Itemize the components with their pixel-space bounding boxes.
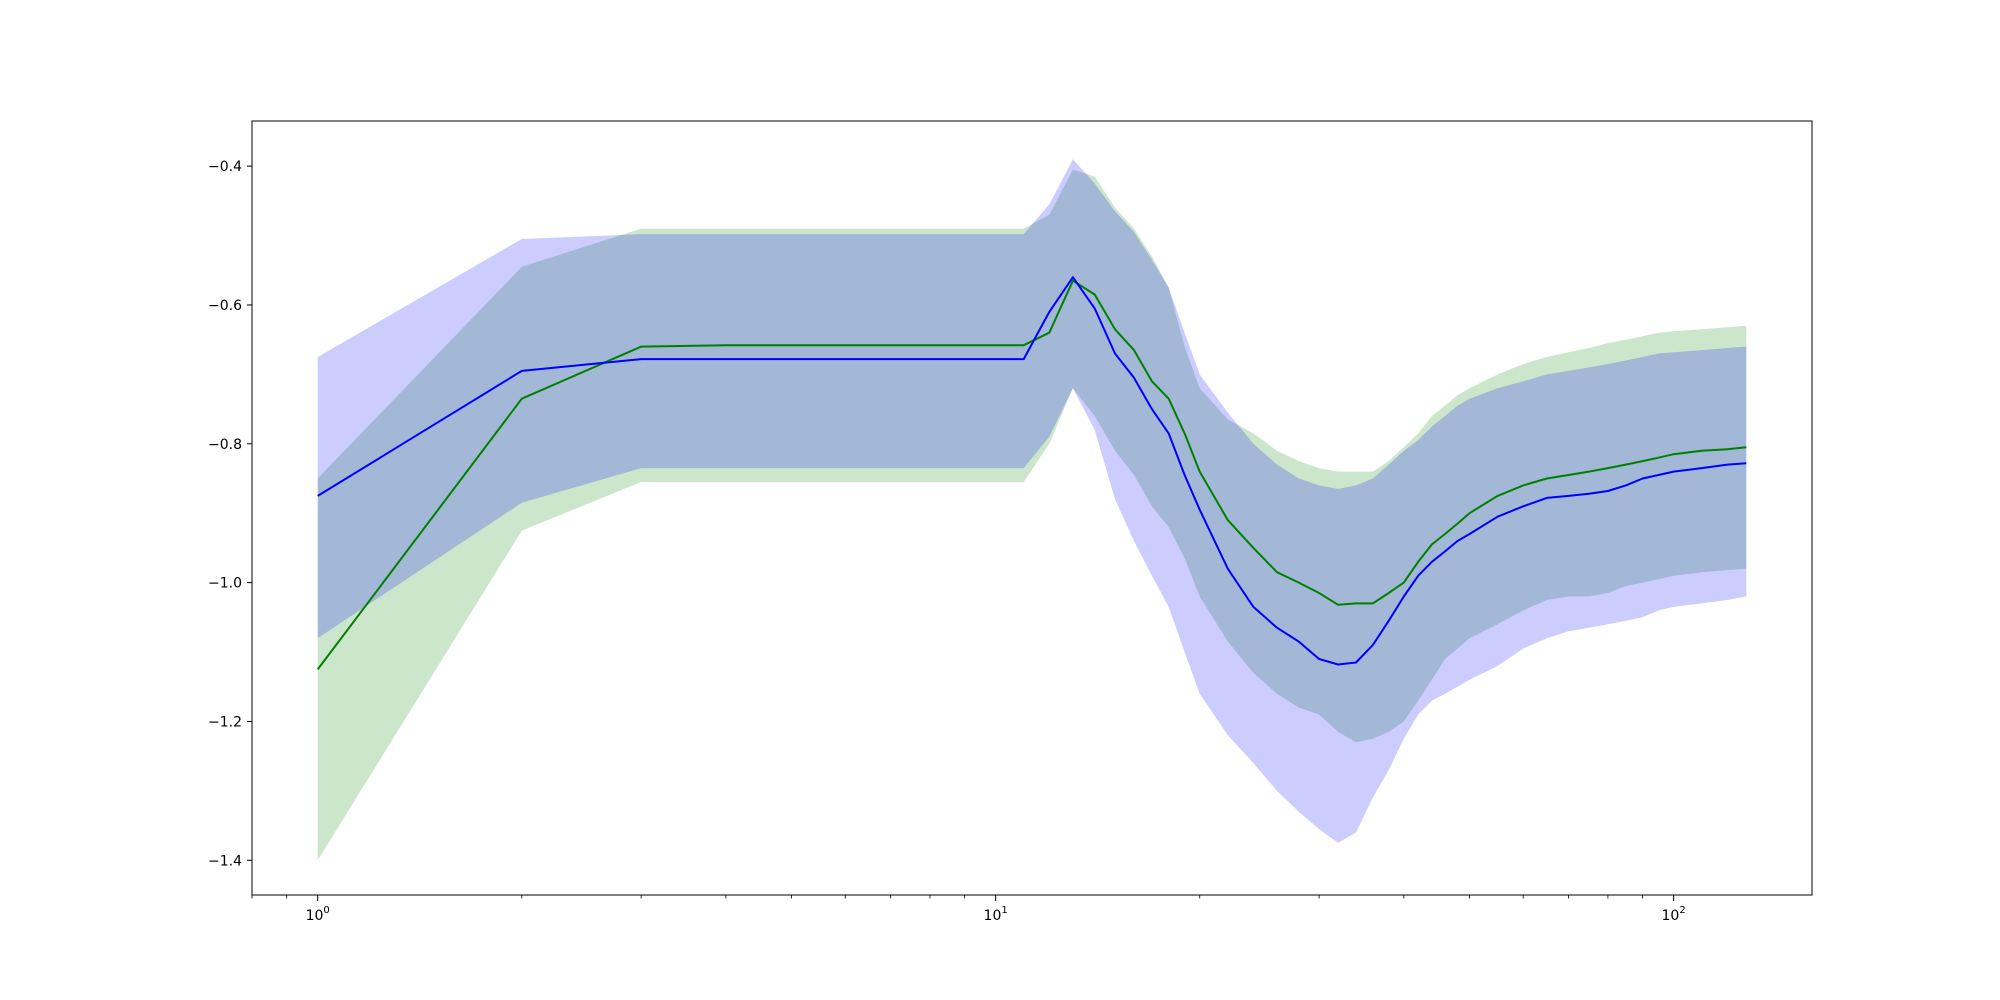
y-tick-label: −1.4 [208,853,242,869]
confidence-bands [317,159,1747,861]
series-2-band [317,159,1747,843]
series-2-line [317,276,1747,666]
y-tick-label: −0.8 [208,437,242,453]
y-axis: −0.4 −0.6 −0.8 −1.0 −1.2 −1.4 [208,159,252,869]
x-axis: 100 101 102 [251,895,1686,924]
series-lines [316,276,1747,671]
y-tick-label: −0.6 [208,298,242,314]
x-tick-label: 102 [1662,905,1686,924]
y-tick-label: −1.2 [208,714,242,730]
x-tick-label: 100 [306,905,330,924]
series-1-line [316,279,1747,671]
series-1-band [317,169,1747,861]
y-tick-label: −1.0 [208,576,242,592]
plot-frame [251,120,1813,896]
y-tick-label: −0.4 [208,159,242,175]
x-tick-label: 101 [984,905,1008,924]
